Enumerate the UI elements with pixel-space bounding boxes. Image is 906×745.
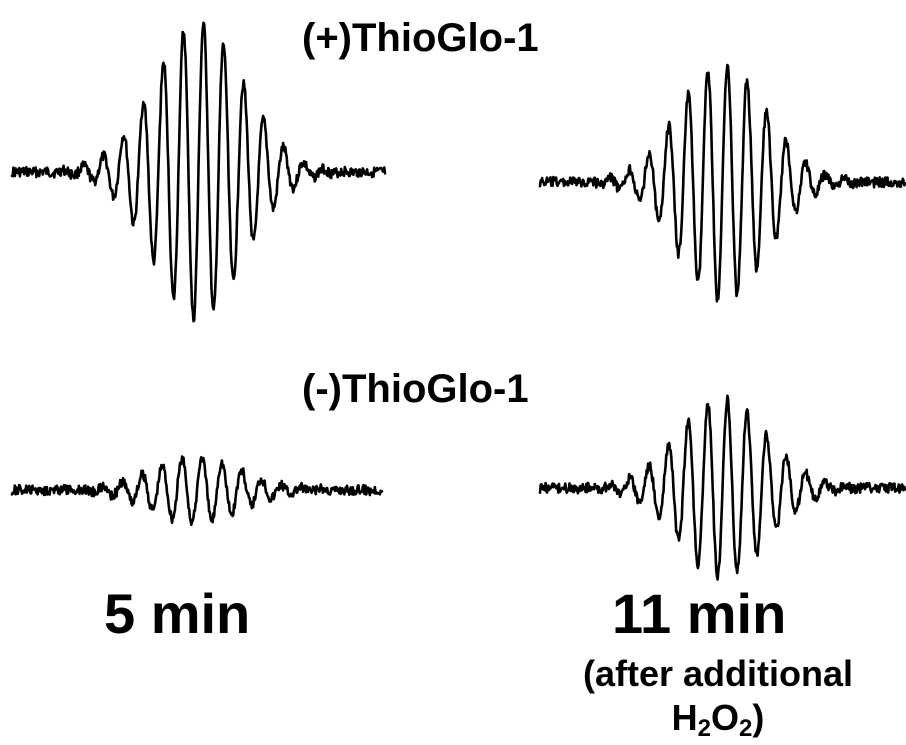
column-label-5-min: 5 min bbox=[104, 582, 251, 645]
note-line-1: (after additional bbox=[582, 653, 854, 694]
row-label-minus-thioglo: (-)ThioGlo-1 bbox=[302, 367, 529, 411]
note-line-2: H2O2) bbox=[548, 696, 888, 742]
formula-h: H bbox=[671, 697, 698, 738]
formula-o: O bbox=[710, 697, 739, 738]
spectrum-trace-1 bbox=[10, 21, 387, 323]
formula-close-paren: ) bbox=[752, 697, 765, 738]
spectrum-trace-2 bbox=[538, 63, 906, 303]
column-label-11-min: 11 min bbox=[612, 582, 787, 645]
formula-h-subscript: 2 bbox=[697, 715, 711, 742]
row-label-plus-thioglo: (+)ThioGlo-1 bbox=[302, 16, 539, 60]
column-note-after-h2o2: (after additional H2O2) bbox=[548, 652, 888, 742]
spectrum-trace-3 bbox=[10, 455, 384, 527]
spectrum-trace-4 bbox=[538, 394, 906, 581]
formula-o-subscript: 2 bbox=[739, 715, 753, 742]
